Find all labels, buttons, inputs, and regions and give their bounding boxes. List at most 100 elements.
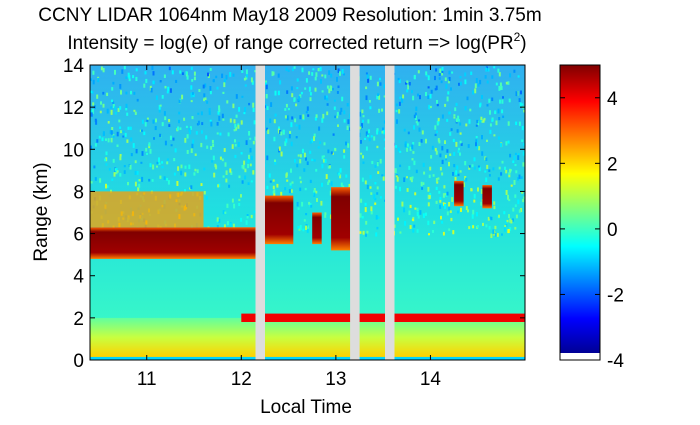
noise-speckle [333, 99, 336, 102]
noise-speckle [190, 148, 193, 153]
noise-speckle [248, 102, 251, 106]
noise-speckle [309, 140, 312, 144]
noise-speckle [327, 165, 330, 169]
noise-speckle [280, 151, 283, 157]
noise-speckle [500, 143, 502, 147]
noise-speckle [509, 227, 512, 231]
noise-speckle [423, 171, 426, 175]
noise-speckle [470, 71, 473, 75]
noise-speckle [284, 187, 287, 191]
noise-speckle [472, 225, 475, 229]
noise-speckle [419, 95, 421, 100]
noise-speckle [309, 179, 312, 184]
noise-speckle [197, 112, 200, 115]
noise-speckle [290, 141, 293, 147]
noise-speckle [470, 188, 473, 192]
noise-speckle [515, 121, 518, 126]
noise-speckle [460, 142, 463, 146]
noise-speckle [191, 92, 194, 95]
noise-speckle [194, 153, 197, 156]
noise-speckle [501, 109, 504, 114]
noise-speckle [311, 158, 314, 161]
noise-speckle [135, 76, 138, 81]
noise-speckle [378, 95, 381, 100]
noise-speckle [129, 126, 132, 131]
noise-speckle [459, 152, 461, 156]
noise-speckle [517, 199, 520, 205]
noise-speckle [321, 155, 324, 160]
noise-speckle [233, 129, 236, 132]
noise-speckle [237, 142, 240, 147]
noise-speckle [448, 205, 451, 211]
noise-speckle [439, 167, 442, 171]
noise-speckle [96, 139, 99, 143]
noise-speckle [452, 138, 455, 143]
noise-speckle [146, 152, 148, 155]
noise-speckle [290, 189, 293, 193]
noise-speckle [407, 131, 410, 135]
noise-speckle [397, 147, 400, 152]
noise-speckle [428, 174, 431, 178]
noise-speckle [104, 158, 107, 162]
noise-speckle [254, 136, 257, 141]
noise-speckle [488, 169, 491, 172]
noise-speckle [235, 126, 238, 131]
noise-speckle [366, 184, 369, 190]
noise-speckle [296, 78, 299, 82]
title-line2-end: ) [520, 33, 526, 54]
noise-speckle [497, 177, 500, 181]
noise-speckle [465, 177, 468, 182]
noise-speckle [299, 115, 302, 120]
noise-speckle [479, 103, 482, 108]
noise-speckle [522, 143, 525, 146]
noise-speckle [217, 184, 220, 188]
noise-speckle [121, 69, 124, 74]
noise-speckle [441, 114, 444, 119]
noise-speckle [218, 183, 221, 188]
noise-speckle [422, 182, 425, 185]
noise-speckle [413, 224, 416, 228]
noise-speckle [412, 228, 415, 233]
noise-speckle [146, 117, 149, 120]
noise-speckle [408, 210, 411, 216]
noise-speckle [412, 151, 415, 154]
noise-speckle [359, 126, 362, 130]
noise-speckle [278, 146, 281, 151]
noise-speckle [364, 202, 367, 206]
noise-speckle [315, 168, 318, 172]
noise-speckle [413, 114, 416, 119]
noise-speckle [299, 154, 302, 158]
noise-speckle [503, 227, 506, 232]
noise-speckle [366, 74, 369, 79]
noise-speckle [523, 196, 525, 199]
noise-speckle [321, 90, 324, 93]
noise-speckle [286, 179, 289, 182]
noise-speckle [365, 95, 368, 101]
noise-speckle [208, 111, 211, 115]
noise-speckle [403, 128, 406, 132]
noise-speckle [105, 163, 108, 166]
noise-speckle [374, 197, 377, 201]
noise-speckle [441, 172, 444, 176]
noise-speckle [296, 163, 299, 168]
noise-speckle [238, 107, 241, 112]
noise-speckle [234, 139, 236, 143]
noise-speckle [493, 231, 496, 236]
noise-speckle [210, 121, 213, 127]
noise-speckle [365, 72, 368, 75]
noise-speckle [93, 165, 96, 169]
noise-speckle [273, 119, 276, 124]
noise-speckle [243, 160, 246, 165]
noise-speckle [457, 210, 459, 214]
noise-speckle [215, 75, 218, 79]
noise-speckle [475, 139, 478, 143]
noise-speckle [253, 210, 256, 214]
noise-speckle [291, 181, 294, 184]
noise-speckle [326, 103, 329, 106]
noise-speckle [184, 137, 187, 143]
noise-speckle [243, 112, 246, 115]
noise-speckle [287, 108, 290, 111]
noise-speckle [206, 145, 209, 149]
noise-speckle [327, 149, 330, 154]
noise-speckle [367, 135, 370, 138]
